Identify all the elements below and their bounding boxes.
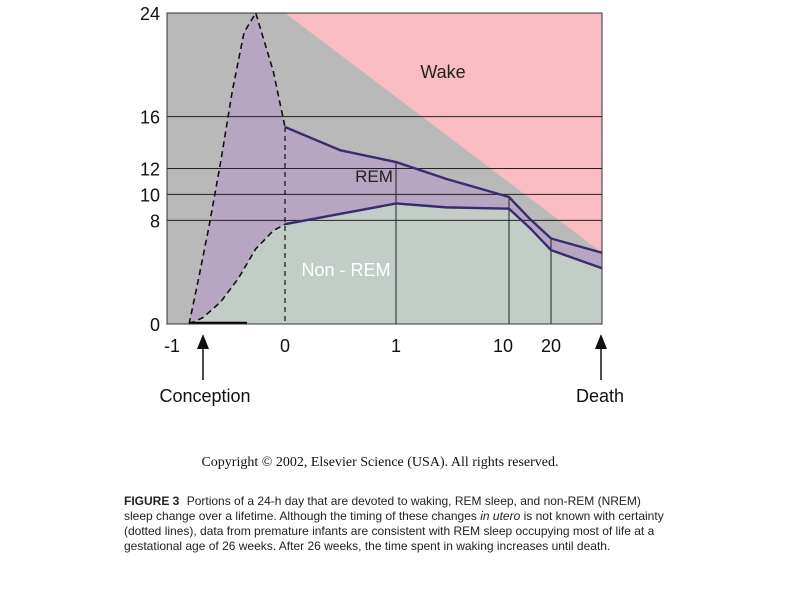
chart-labels: Wake REM Non - REM Conception Death xyxy=(159,62,624,406)
nrem-upper-boundary-solid xyxy=(284,202,603,270)
rem-upper-boundary-dashed xyxy=(188,11,286,325)
x-tick-label-20: 20 xyxy=(541,336,561,356)
y-tick-label-24: 24 xyxy=(140,4,160,24)
rem-upper-boundary-solid xyxy=(284,125,603,254)
y-tick-label-8: 8 xyxy=(150,211,160,231)
plot-frame xyxy=(166,12,603,325)
caption-text-before: Portions of a 24-h day that are devoted … xyxy=(124,494,641,523)
x-tick-label-0: 0 xyxy=(280,336,290,356)
y-tick-label-12: 12 xyxy=(140,160,160,180)
pre-birth-area xyxy=(167,13,602,324)
plot-overlay xyxy=(167,11,603,325)
non-rem-label: Non - REM xyxy=(301,260,390,280)
death-arrow-icon xyxy=(595,334,607,349)
x-tick-label-1: 1 xyxy=(391,336,401,356)
x-tick-label--1: -1 xyxy=(164,336,180,356)
conception-label: Conception xyxy=(159,386,250,406)
y-tick-label-0: 0 xyxy=(150,315,160,335)
nrem-upper-boundary-dashed xyxy=(188,223,286,325)
copyright-notice: Copyright © 2002, Elsevier Science (USA)… xyxy=(201,455,559,470)
y-tick-label-16: 16 xyxy=(140,108,160,128)
figure-caption: FIGURE 3 Portions of a 24-h day that are… xyxy=(124,494,664,554)
caption-emphasis: in utero xyxy=(480,509,521,523)
caption-text-after: is not known with certainty (dotted line… xyxy=(124,509,664,553)
conception-arrow-icon xyxy=(197,334,209,349)
rem-label: REM xyxy=(355,167,393,186)
wake-label: Wake xyxy=(420,62,465,82)
y-tick-label-10: 10 xyxy=(140,185,160,205)
figure-label: FIGURE 3 xyxy=(124,494,180,508)
death-label: Death xyxy=(576,386,624,406)
x-tick-label-10: 10 xyxy=(493,336,513,356)
